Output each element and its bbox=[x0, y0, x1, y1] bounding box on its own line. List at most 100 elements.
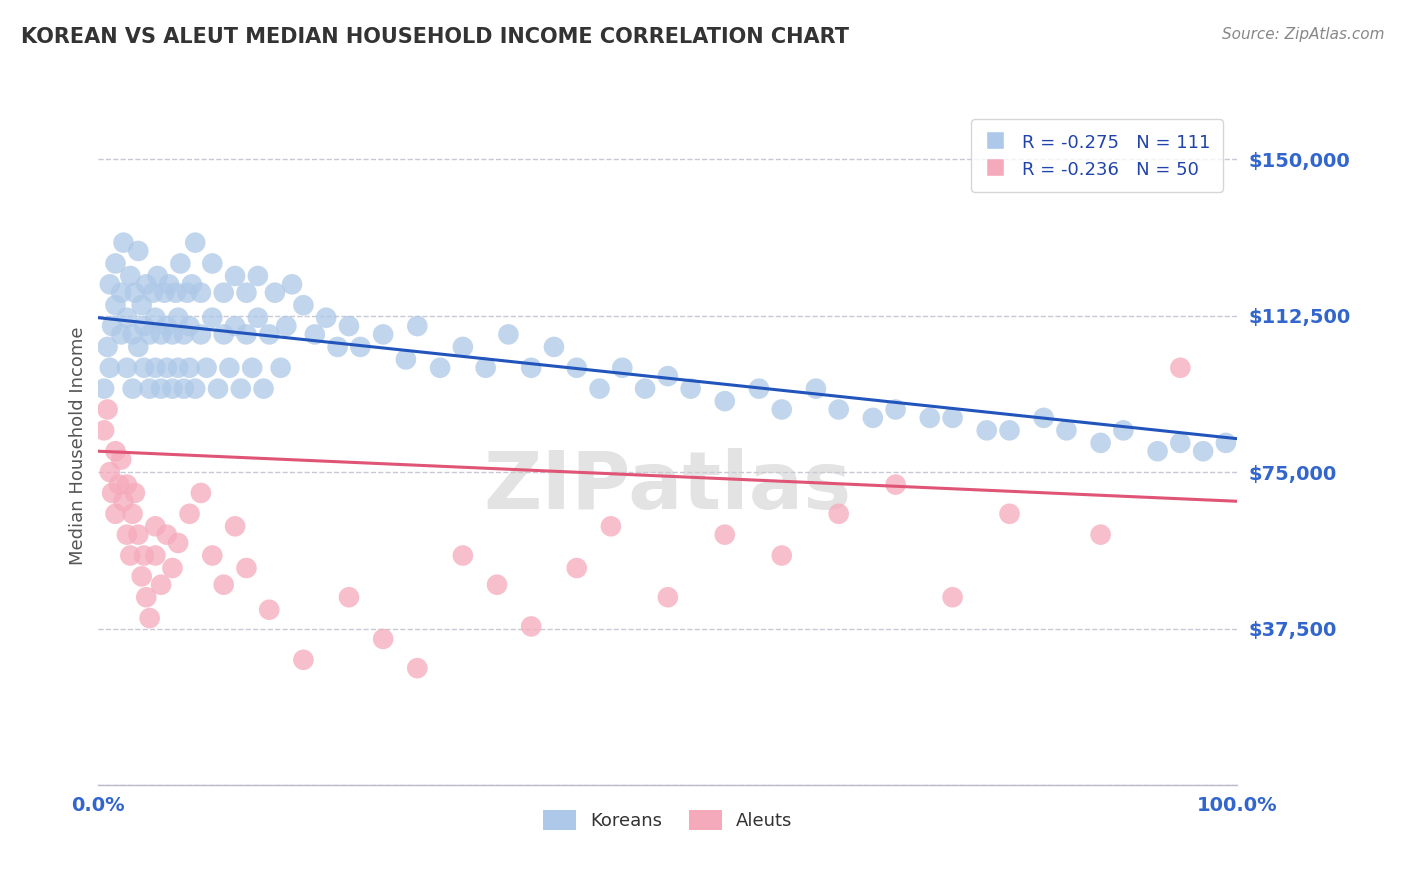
Point bbox=[1090, 435, 1112, 450]
Point bbox=[657, 369, 679, 384]
Point bbox=[998, 423, 1021, 437]
Point bbox=[190, 486, 212, 500]
Point bbox=[120, 549, 142, 563]
Point bbox=[132, 360, 155, 375]
Point bbox=[486, 578, 509, 592]
Point bbox=[132, 549, 155, 563]
Point bbox=[142, 285, 165, 300]
Point bbox=[180, 277, 202, 292]
Point bbox=[942, 410, 965, 425]
Point bbox=[115, 310, 138, 325]
Point bbox=[281, 277, 304, 292]
Point bbox=[153, 285, 176, 300]
Point bbox=[112, 494, 135, 508]
Point bbox=[138, 611, 160, 625]
Point bbox=[150, 382, 173, 396]
Point bbox=[131, 298, 153, 312]
Point bbox=[259, 603, 281, 617]
Point bbox=[1146, 444, 1168, 458]
Point bbox=[224, 268, 246, 283]
Point bbox=[104, 444, 127, 458]
Point bbox=[634, 382, 657, 396]
Point bbox=[167, 536, 190, 550]
Point bbox=[195, 360, 218, 375]
Point bbox=[156, 360, 179, 375]
Text: Source: ZipAtlas.com: Source: ZipAtlas.com bbox=[1222, 27, 1385, 42]
Point bbox=[104, 507, 127, 521]
Point bbox=[451, 549, 474, 563]
Point bbox=[179, 507, 201, 521]
Point bbox=[252, 382, 274, 396]
Point bbox=[98, 277, 121, 292]
Point bbox=[246, 310, 269, 325]
Point bbox=[115, 527, 138, 541]
Point bbox=[127, 527, 149, 541]
Point bbox=[240, 360, 263, 375]
Point bbox=[162, 327, 184, 342]
Point bbox=[121, 382, 143, 396]
Point bbox=[184, 235, 207, 250]
Point bbox=[371, 327, 394, 342]
Point bbox=[451, 340, 474, 354]
Point bbox=[101, 486, 124, 500]
Point bbox=[1090, 527, 1112, 541]
Point bbox=[121, 507, 143, 521]
Point bbox=[179, 360, 201, 375]
Point bbox=[1170, 435, 1192, 450]
Point bbox=[315, 310, 337, 325]
Point bbox=[565, 561, 588, 575]
Point bbox=[127, 244, 149, 258]
Point bbox=[264, 285, 287, 300]
Point bbox=[96, 340, 118, 354]
Point bbox=[115, 360, 138, 375]
Point bbox=[201, 310, 224, 325]
Point bbox=[104, 256, 127, 270]
Point bbox=[942, 591, 965, 605]
Point bbox=[498, 327, 520, 342]
Point bbox=[292, 653, 315, 667]
Point bbox=[156, 319, 179, 334]
Point bbox=[714, 527, 737, 541]
Point bbox=[96, 402, 118, 417]
Point bbox=[110, 452, 132, 467]
Text: KOREAN VS ALEUT MEDIAN HOUSEHOLD INCOME CORRELATION CHART: KOREAN VS ALEUT MEDIAN HOUSEHOLD INCOME … bbox=[21, 27, 849, 46]
Point bbox=[884, 402, 907, 417]
Point bbox=[714, 394, 737, 409]
Point bbox=[135, 277, 157, 292]
Point bbox=[976, 423, 998, 437]
Point bbox=[600, 519, 623, 533]
Point bbox=[276, 319, 298, 334]
Point bbox=[201, 549, 224, 563]
Point bbox=[162, 561, 184, 575]
Point bbox=[93, 423, 115, 437]
Point bbox=[207, 382, 229, 396]
Text: ZIPatlas: ZIPatlas bbox=[484, 448, 852, 525]
Point bbox=[121, 327, 143, 342]
Point bbox=[770, 549, 793, 563]
Point bbox=[104, 298, 127, 312]
Point bbox=[612, 360, 634, 375]
Point bbox=[127, 340, 149, 354]
Point bbox=[190, 327, 212, 342]
Point bbox=[406, 319, 429, 334]
Point bbox=[157, 277, 180, 292]
Point bbox=[138, 382, 160, 396]
Point bbox=[101, 319, 124, 334]
Point bbox=[150, 327, 173, 342]
Point bbox=[371, 632, 394, 646]
Point bbox=[145, 360, 167, 375]
Point bbox=[1170, 360, 1192, 375]
Point bbox=[165, 285, 187, 300]
Point bbox=[337, 591, 360, 605]
Point bbox=[270, 360, 292, 375]
Point bbox=[224, 519, 246, 533]
Point bbox=[146, 268, 169, 283]
Legend: Koreans, Aleuts: Koreans, Aleuts bbox=[536, 803, 800, 837]
Point bbox=[124, 285, 146, 300]
Point bbox=[156, 527, 179, 541]
Point bbox=[218, 360, 240, 375]
Point bbox=[304, 327, 326, 342]
Point bbox=[657, 591, 679, 605]
Point bbox=[828, 402, 851, 417]
Point bbox=[173, 327, 195, 342]
